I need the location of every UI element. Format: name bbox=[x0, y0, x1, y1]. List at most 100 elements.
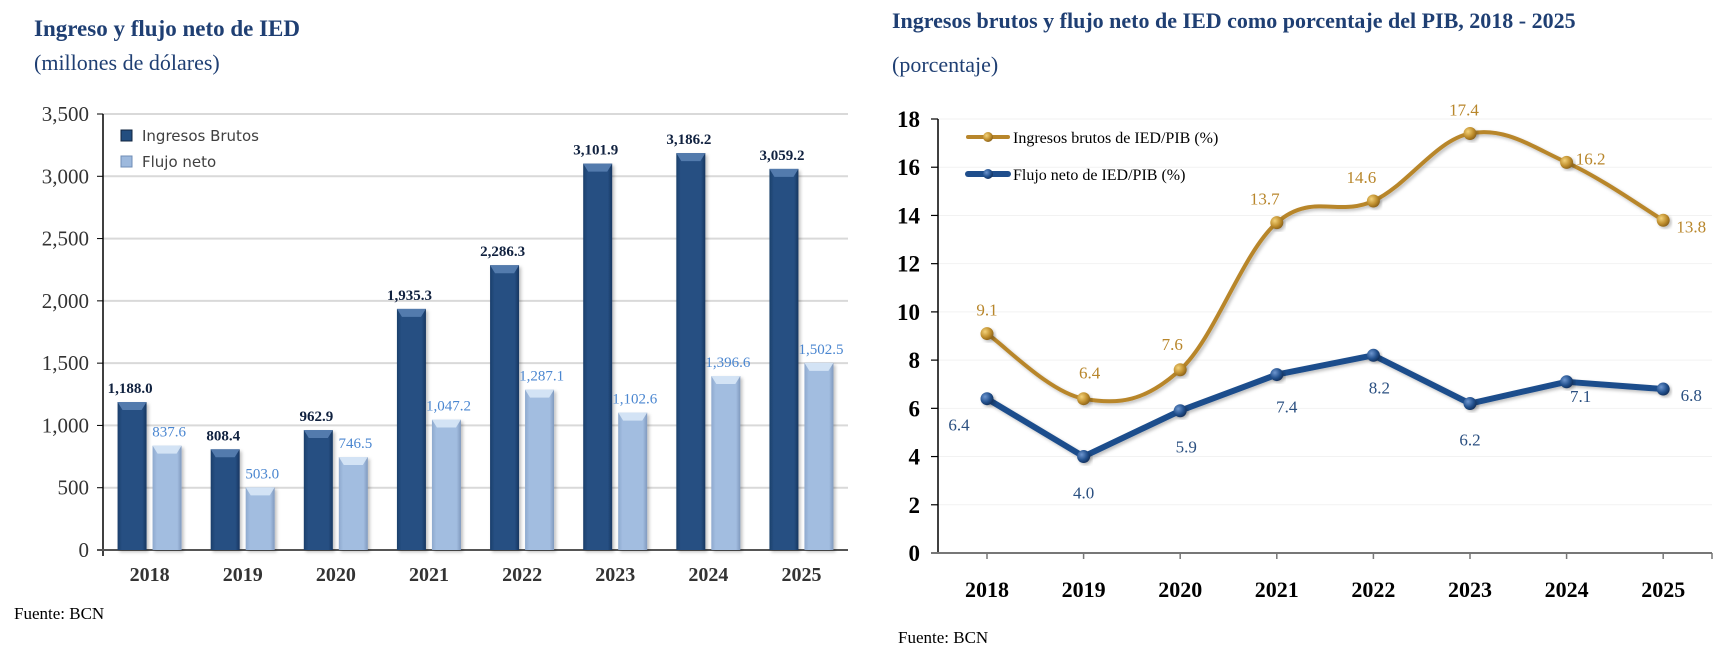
line-marker bbox=[1366, 194, 1380, 208]
x-tick-label: 2021 bbox=[1255, 577, 1299, 602]
line-marker bbox=[980, 327, 994, 341]
y-tick-label: 3,000 bbox=[42, 164, 89, 188]
x-tick-label: 2019 bbox=[1062, 577, 1106, 602]
y-tick-label: 12 bbox=[897, 252, 920, 277]
y-tick-label: 6 bbox=[909, 396, 921, 421]
line-marker bbox=[1656, 382, 1670, 396]
bar-bevel bbox=[676, 153, 706, 162]
line-marker bbox=[1656, 213, 1670, 227]
bar-value-label: 746.5 bbox=[338, 436, 372, 452]
legend-label: Ingresos brutos de IED/PIB (%) bbox=[1013, 130, 1218, 147]
y-tick-label: 10 bbox=[897, 300, 920, 325]
line-chart-subtitle: (porcentaje) bbox=[892, 52, 999, 77]
line-marker bbox=[1560, 155, 1574, 169]
legend-marker bbox=[983, 132, 993, 142]
y-tick-label: 0 bbox=[79, 538, 90, 562]
line-value-label: 5.9 bbox=[1176, 438, 1197, 457]
bar-bevel bbox=[396, 308, 426, 317]
line-marker bbox=[1270, 368, 1284, 382]
bar-ingresos-brutos bbox=[303, 430, 333, 550]
bar-ingresos-brutos bbox=[117, 402, 147, 550]
bar-value-label: 962.9 bbox=[299, 409, 333, 425]
y-tick-label: 2,500 bbox=[42, 227, 89, 251]
bar-value-label: 1,935.3 bbox=[387, 288, 432, 304]
bar-bevel bbox=[711, 376, 741, 385]
line-value-label: 8.2 bbox=[1369, 378, 1390, 397]
line-ingresos-brutos bbox=[985, 130, 1666, 404]
bar-bevel bbox=[525, 389, 555, 398]
line-marker bbox=[1077, 450, 1091, 464]
line-marker bbox=[980, 392, 994, 406]
line-value-label: 13.8 bbox=[1676, 217, 1706, 236]
y-tick-label: 4 bbox=[909, 445, 921, 470]
line-value-label: 6.8 bbox=[1681, 386, 1702, 405]
bar-bevel bbox=[210, 449, 240, 458]
bar-value-label: 3,186.2 bbox=[666, 132, 711, 148]
bar-value-label: 1,047.2 bbox=[426, 399, 471, 415]
bar-bevel bbox=[245, 487, 275, 496]
bar-chart-legend: Ingresos Brutos Flujo neto bbox=[120, 127, 259, 171]
y-tick-label: 2 bbox=[909, 493, 921, 518]
legend-label: Flujo neto bbox=[142, 153, 216, 171]
bar-flujo-neto bbox=[431, 419, 461, 550]
x-tick-label: 2023 bbox=[1448, 577, 1492, 602]
line-marker bbox=[1173, 363, 1187, 377]
line-chart-legend: Ingresos brutos de IED/PIB (%) Flujo neto… bbox=[965, 130, 1218, 184]
bar-value-label: 1,396.6 bbox=[705, 355, 751, 371]
bar-chart-source: Fuente: BCN bbox=[14, 604, 105, 623]
line-chart-source: Fuente: BCN bbox=[898, 628, 989, 647]
y-tick-label: 500 bbox=[58, 476, 90, 500]
legend-label: Ingresos Brutos bbox=[142, 127, 259, 145]
bar-bevel bbox=[618, 412, 648, 421]
y-tick-label: 18 bbox=[897, 107, 920, 132]
x-tick-label: 2025 bbox=[1641, 577, 1685, 602]
bar-bevel bbox=[338, 457, 368, 466]
legend-marker bbox=[983, 169, 993, 179]
bar-bevel bbox=[117, 402, 147, 411]
bar-value-label: 837.6 bbox=[152, 425, 186, 441]
bar-ingresos-brutos bbox=[210, 449, 240, 550]
x-tick-label: 2019 bbox=[223, 564, 263, 586]
line-value-label: 14.6 bbox=[1347, 168, 1377, 187]
line-chart: 0 2 4 6 8 10 12 14 16 18 2018 2019 2020 2021 2022 2023 2… bbox=[897, 100, 1713, 602]
bar-bevel bbox=[490, 265, 520, 274]
bar-value-label: 503.0 bbox=[245, 466, 279, 482]
x-tick-label: 2018 bbox=[965, 577, 1009, 602]
bar-value-label: 1,188.0 bbox=[108, 381, 153, 397]
x-tick-label: 2023 bbox=[595, 564, 635, 586]
line-value-label: 16.2 bbox=[1576, 149, 1606, 168]
bar-flujo-neto bbox=[338, 457, 368, 550]
line-value-label: 13.7 bbox=[1250, 190, 1280, 209]
bar-value-label: 1,502.5 bbox=[798, 342, 843, 358]
bar-value-label: 808.4 bbox=[206, 428, 240, 444]
x-tick-label: 2020 bbox=[1158, 577, 1202, 602]
line-value-label: 9.1 bbox=[976, 301, 997, 320]
y-tick-label: 2,000 bbox=[42, 289, 89, 313]
bar-chart-subtitle: (millones de dólares) bbox=[34, 50, 220, 75]
x-tick-label: 2024 bbox=[1545, 577, 1589, 602]
bar-bevel bbox=[303, 430, 333, 439]
y-tick-label: 14 bbox=[897, 203, 921, 228]
y-tick-label: 3,500 bbox=[42, 102, 89, 126]
line-marker bbox=[1270, 216, 1284, 230]
y-tick-label: 0 bbox=[909, 541, 921, 566]
x-tick-label: 2020 bbox=[316, 564, 356, 586]
line-value-label: 6.2 bbox=[1459, 431, 1480, 450]
bar-bevel bbox=[431, 419, 461, 428]
y-tick-label: 8 bbox=[909, 348, 921, 373]
bar-ingresos-brutos bbox=[490, 265, 520, 550]
x-tick-label: 2022 bbox=[502, 564, 542, 586]
bar-flujo-neto bbox=[711, 376, 741, 550]
x-tick-label: 2022 bbox=[1351, 577, 1395, 602]
line-value-label: 6.4 bbox=[1079, 364, 1101, 383]
line-marker bbox=[1463, 126, 1477, 140]
line-value-label: 6.4 bbox=[948, 416, 970, 435]
x-tick-label: 2018 bbox=[130, 564, 170, 586]
bar-value-label: 1,287.1 bbox=[519, 369, 564, 385]
bar-chart-title: Ingreso y flujo neto de IED bbox=[34, 16, 301, 41]
bar-value-label: 1,102.6 bbox=[612, 392, 658, 408]
line-value-label: 17.4 bbox=[1449, 100, 1479, 119]
bar-bevel bbox=[583, 163, 613, 172]
x-tick-label: 2025 bbox=[781, 564, 821, 586]
